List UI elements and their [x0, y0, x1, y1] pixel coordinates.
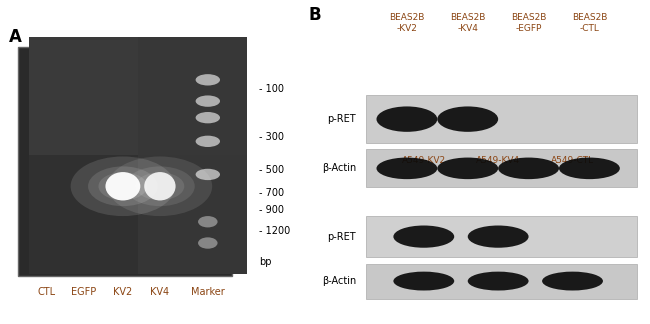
Bar [367, 264, 637, 298]
Ellipse shape [468, 226, 528, 248]
Bar [367, 149, 637, 187]
Ellipse shape [559, 157, 620, 179]
Text: BEAS2B
-CTL: BEAS2B -CTL [572, 13, 607, 33]
Ellipse shape [437, 157, 498, 179]
Ellipse shape [196, 136, 220, 147]
Ellipse shape [393, 272, 454, 291]
Ellipse shape [144, 172, 176, 201]
Ellipse shape [99, 172, 148, 200]
Ellipse shape [105, 172, 140, 201]
Bar [367, 216, 637, 257]
Text: KV4: KV4 [150, 287, 170, 296]
Ellipse shape [196, 169, 220, 180]
Text: A: A [9, 28, 22, 46]
Text: EGFP: EGFP [71, 287, 96, 296]
Ellipse shape [88, 167, 158, 206]
Ellipse shape [498, 157, 559, 179]
Text: A549-CTL: A549-CTL [551, 156, 594, 165]
Text: - 900: - 900 [259, 205, 284, 215]
Ellipse shape [196, 74, 220, 86]
Text: - 300: - 300 [259, 132, 284, 142]
Ellipse shape [196, 96, 220, 107]
Text: bp: bp [259, 257, 272, 267]
Text: - 100: - 100 [259, 84, 284, 94]
Text: - 700: - 700 [259, 188, 285, 198]
Ellipse shape [393, 226, 454, 248]
Text: KV2: KV2 [113, 287, 133, 296]
Ellipse shape [468, 272, 528, 291]
Text: A549-KV4: A549-KV4 [476, 156, 520, 165]
Ellipse shape [108, 156, 212, 216]
Text: BEAS2B
-KV4: BEAS2B -KV4 [450, 13, 486, 33]
Text: p-RET: p-RET [328, 232, 356, 242]
Ellipse shape [196, 112, 220, 123]
Ellipse shape [135, 172, 185, 200]
Text: β-Actin: β-Actin [322, 163, 356, 173]
Text: β-Actin: β-Actin [322, 276, 356, 286]
Text: BEAS2B
-KV2: BEAS2B -KV2 [389, 13, 424, 33]
Ellipse shape [437, 107, 498, 132]
Ellipse shape [376, 157, 437, 179]
Text: CTL: CTL [38, 287, 56, 296]
Text: A549-KV2: A549-KV2 [402, 156, 446, 165]
Text: p-RET: p-RET [328, 114, 356, 124]
Text: - 500: - 500 [259, 165, 285, 175]
Bar [18, 47, 233, 276]
Text: B: B [309, 6, 322, 24]
Ellipse shape [376, 107, 437, 132]
Bar [367, 95, 637, 143]
Text: - 1200: - 1200 [259, 226, 291, 236]
Ellipse shape [125, 167, 195, 206]
Ellipse shape [198, 237, 218, 249]
Text: Marker: Marker [191, 287, 225, 296]
Text: BEAS2B
-EGFP: BEAS2B -EGFP [511, 13, 546, 33]
Ellipse shape [542, 272, 603, 291]
Ellipse shape [71, 156, 175, 216]
Ellipse shape [198, 216, 218, 227]
